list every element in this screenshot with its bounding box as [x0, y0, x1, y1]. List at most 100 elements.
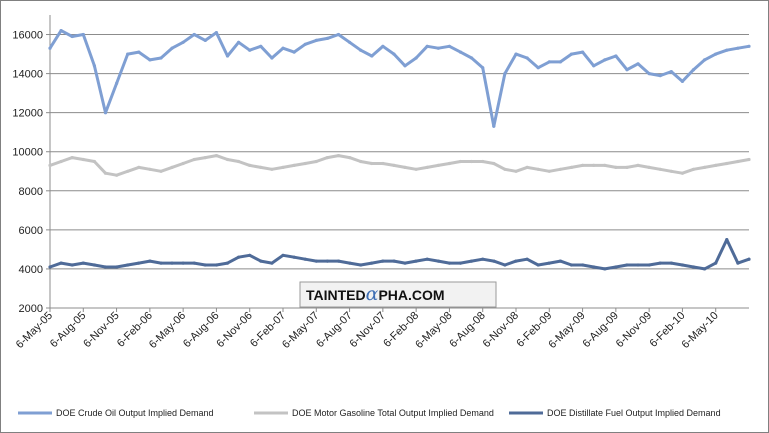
data-point — [314, 159, 318, 164]
data-point — [536, 167, 540, 171]
data-point — [481, 257, 485, 261]
data-point — [436, 163, 440, 167]
data-point — [237, 159, 241, 164]
data-point — [625, 165, 629, 169]
data-point — [348, 261, 352, 265]
data-point — [70, 263, 74, 267]
data-point — [92, 159, 96, 164]
data-point — [225, 54, 230, 58]
data-point — [581, 263, 585, 267]
data-point — [525, 257, 529, 261]
data-point — [259, 259, 263, 263]
data-point — [669, 70, 673, 74]
data-point — [381, 161, 385, 166]
y-tick-label: 16000 — [12, 30, 43, 42]
data-point — [303, 161, 307, 166]
data-point — [436, 259, 440, 263]
data-point — [192, 261, 196, 265]
data-point — [170, 165, 174, 169]
data-point — [92, 263, 96, 267]
data-point — [492, 259, 496, 263]
data-point — [647, 263, 651, 267]
data-point — [736, 159, 740, 164]
y-tick-label: 6000 — [19, 225, 43, 237]
data-point — [214, 154, 218, 158]
data-point — [325, 156, 329, 160]
data-point — [536, 263, 540, 267]
data-point — [325, 36, 329, 41]
data-point — [237, 255, 241, 259]
data-point — [414, 167, 418, 171]
data-point — [714, 52, 718, 56]
data-point — [126, 52, 130, 56]
data-point — [592, 265, 596, 269]
data-point — [536, 66, 540, 70]
legend-label: DOE Distillate Fuel Output Implied Deman… — [547, 408, 721, 418]
x-tick-label: 6-May-08 — [413, 310, 454, 351]
data-point — [436, 46, 440, 50]
tainted-alpha-watermark: TAINTEDαPHA.COM — [299, 281, 497, 308]
x-tick-label: 6-May-10 — [679, 310, 720, 351]
data-point — [292, 163, 296, 167]
data-point — [636, 62, 640, 66]
series-line-1 — [48, 154, 751, 177]
data-point — [281, 46, 285, 50]
data-point — [669, 261, 673, 265]
data-point — [470, 159, 474, 164]
data-point — [214, 263, 218, 267]
data-point — [203, 263, 207, 267]
data-point — [447, 161, 451, 166]
data-point — [614, 54, 618, 58]
data-point — [137, 261, 141, 265]
data-point — [714, 261, 718, 265]
data-point — [126, 169, 130, 173]
legend-label: DOE Motor Gasoline Total Output Implied … — [292, 408, 494, 418]
x-tick-label: 6-Nov-05 — [81, 310, 121, 350]
data-point — [292, 50, 296, 54]
data-point — [148, 167, 152, 171]
data-point — [658, 74, 662, 78]
data-point — [614, 265, 618, 269]
data-point — [525, 56, 529, 60]
data-point — [225, 157, 230, 162]
data-point — [314, 259, 318, 263]
data-point — [303, 42, 307, 46]
data-point — [336, 154, 341, 158]
data-point — [691, 265, 696, 269]
data-point — [625, 68, 629, 72]
data-point — [736, 261, 740, 265]
series-line-2 — [48, 238, 751, 271]
data-point — [81, 261, 85, 265]
data-point — [159, 169, 163, 173]
data-point — [103, 111, 108, 115]
data-point — [348, 156, 352, 160]
data-point — [259, 44, 263, 48]
data-point — [680, 171, 685, 175]
data-point — [647, 72, 651, 76]
data-point — [336, 32, 341, 37]
watermark-box — [299, 281, 497, 308]
data-point — [558, 259, 563, 263]
data-point — [259, 165, 263, 169]
data-point — [458, 50, 463, 54]
data-point — [159, 261, 163, 265]
y-tick-label: 8000 — [19, 186, 43, 198]
data-point — [636, 163, 640, 167]
data-point — [680, 79, 685, 83]
data-point — [569, 165, 574, 169]
data-point — [691, 167, 696, 171]
data-point — [248, 48, 252, 52]
data-point — [458, 159, 463, 164]
data-point — [569, 263, 574, 267]
watermark-part2: PHA.COM — [378, 287, 444, 303]
data-point — [103, 265, 108, 269]
data-point — [725, 48, 729, 52]
data-point — [592, 163, 596, 167]
data-point — [614, 165, 618, 169]
y-tick-label: 14000 — [12, 69, 43, 81]
legend: DOE Crude Oil Output Implied Demand DOE M… — [18, 408, 721, 418]
data-point — [603, 267, 607, 271]
data-point — [59, 261, 63, 265]
data-point — [414, 56, 418, 60]
data-point — [558, 60, 563, 64]
